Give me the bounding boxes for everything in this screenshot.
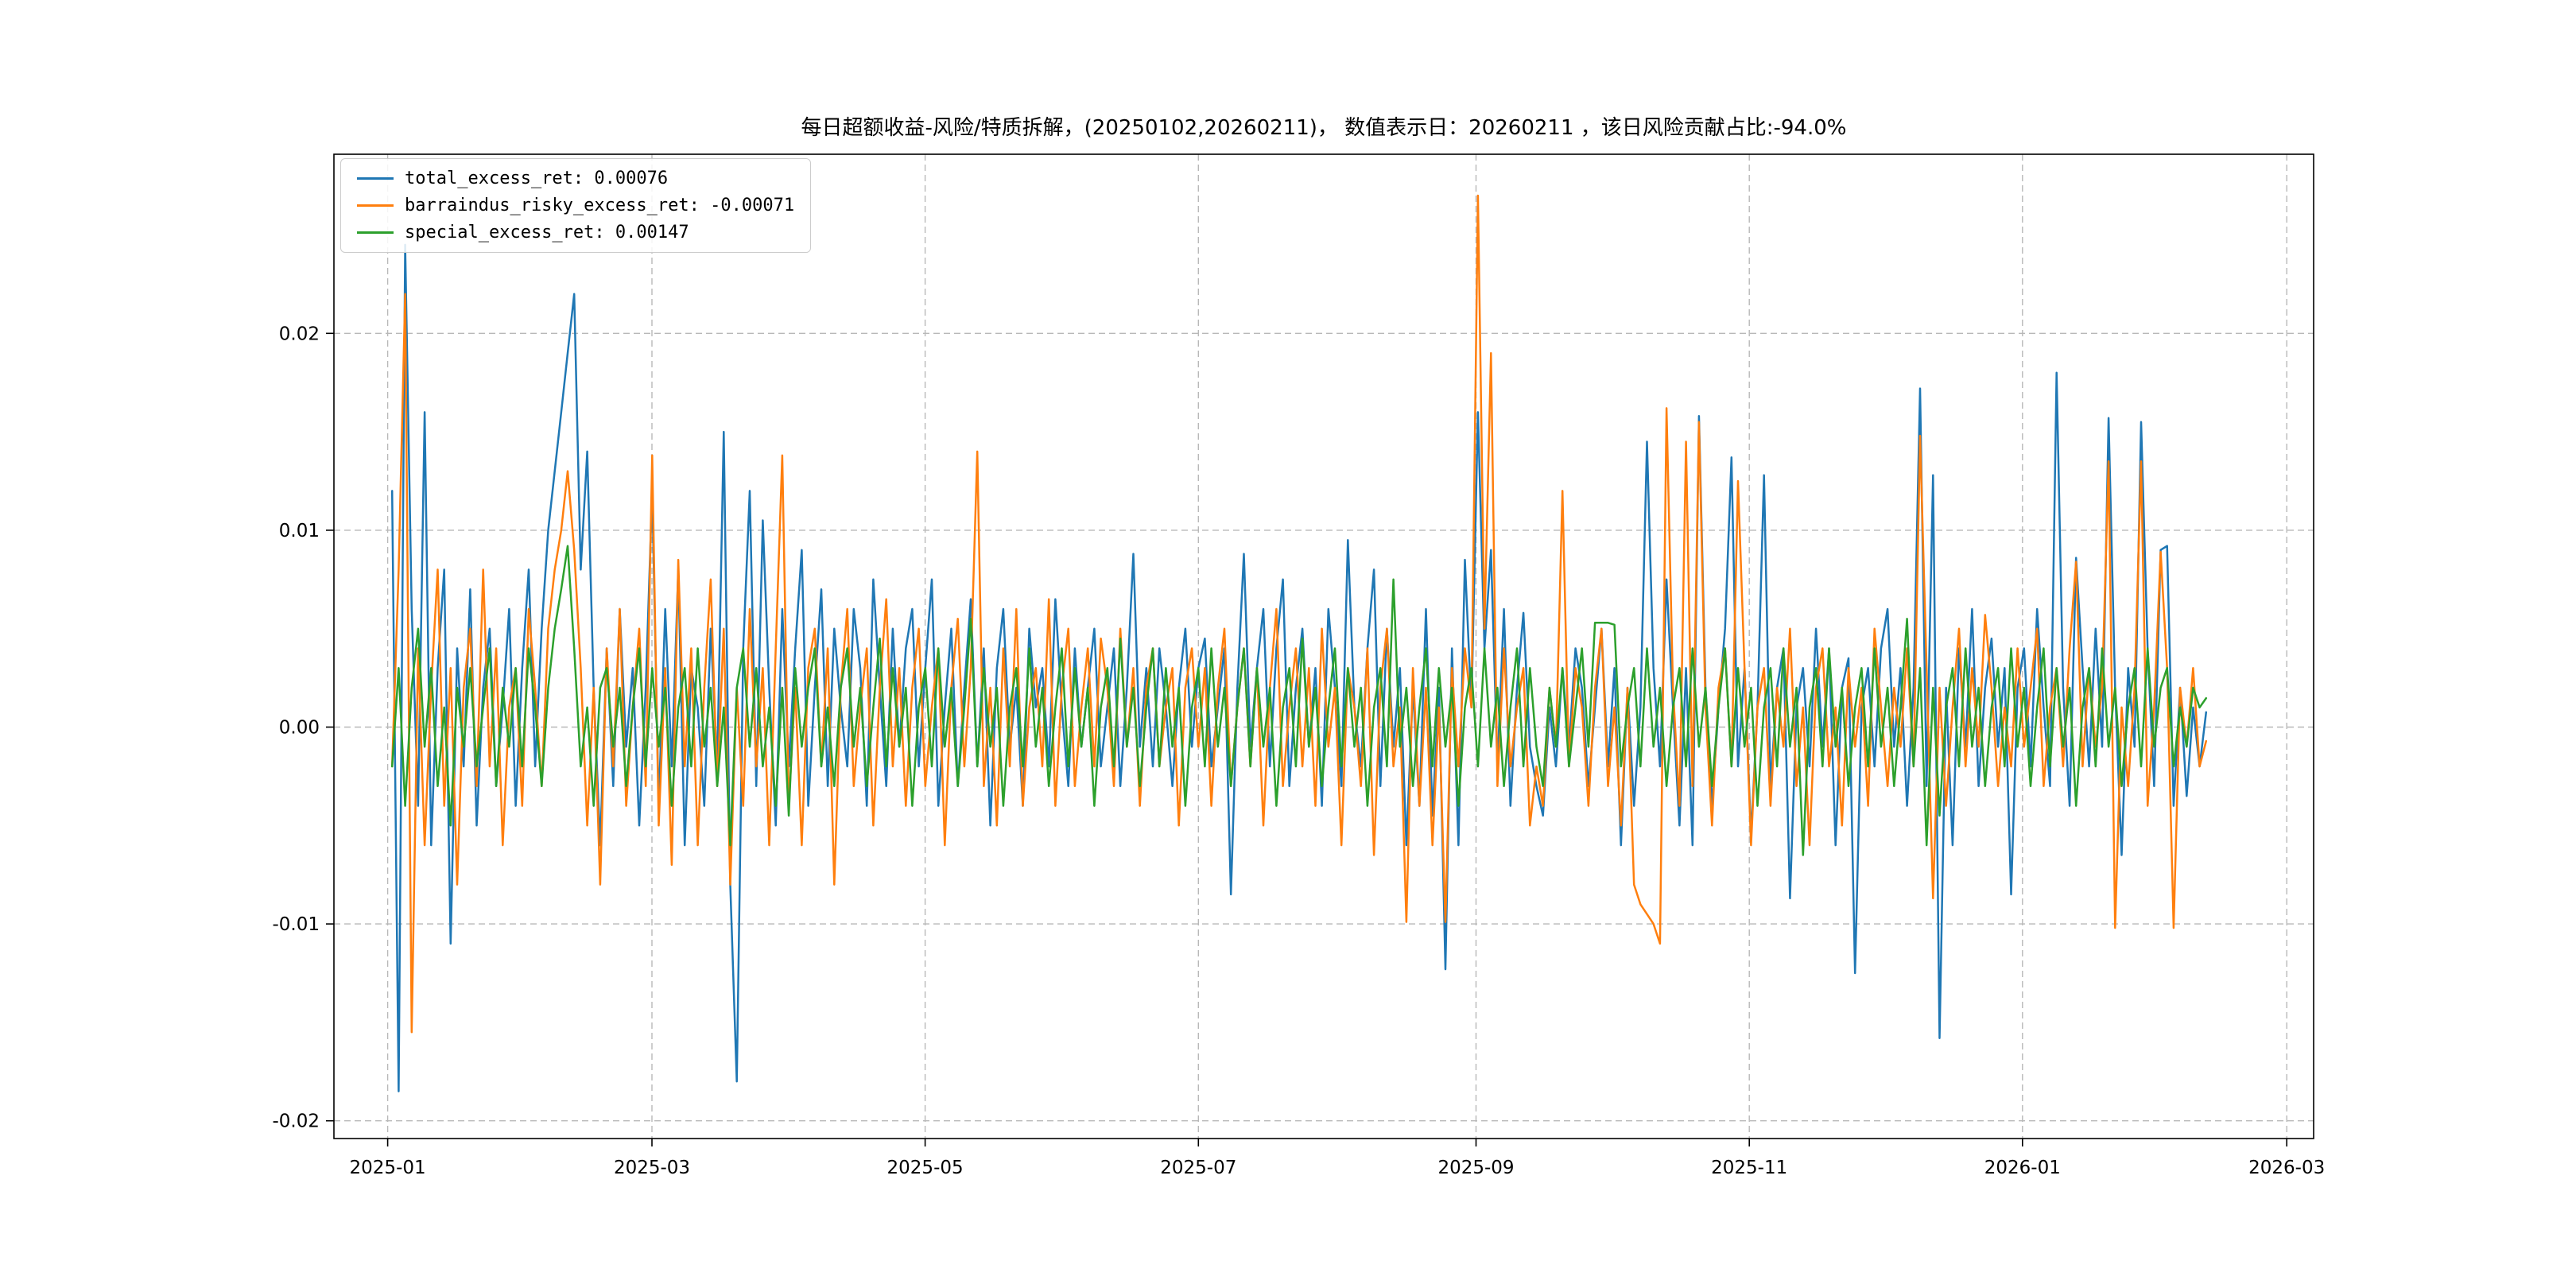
legend-item-special-excess-ret: special_excess_ret: 0.00147 (357, 223, 794, 242)
legend-label-special: special_excess_ret: 0.00147 (405, 223, 689, 242)
y-tick-label: -0.02 (272, 1111, 320, 1132)
legend-item-total-excess-ret: total_excess_ret: 0.00076 (357, 169, 794, 188)
legend-label-total: total_excess_ret: 0.00076 (405, 169, 669, 188)
y-tick-label: 0.01 (279, 521, 320, 541)
x-tick-label: 2025-01 (350, 1158, 426, 1178)
legend-line-swatch-total (357, 177, 394, 180)
legend-item-barraindus-risky-excess-ret: barraindus_risky_excess_ret: -0.00071 (357, 196, 794, 215)
legend-label-barraindus: barraindus_risky_excess_ret: -0.00071 (405, 196, 795, 215)
legend-line-swatch-barraindus (357, 204, 394, 207)
x-tick-label: 2025-11 (1711, 1158, 1787, 1178)
legend: total_excess_ret: 0.00076 barraindus_ris… (340, 158, 812, 253)
chart-title: 每日超额收益-风险/特质拆解，(20250102,20260211)， 数值表示… (801, 116, 1847, 140)
y-tick-label: 0.00 (279, 718, 320, 739)
x-tick-label: 2025-07 (1160, 1158, 1236, 1178)
x-tick-label: 2025-03 (614, 1158, 690, 1178)
x-tick-label: 2026-03 (2248, 1158, 2325, 1178)
series-line-total_excess_ret (390, 243, 2208, 1092)
x-tick-label: 2025-05 (887, 1158, 964, 1178)
axes-border (333, 153, 2314, 1139)
y-tick-label: -0.01 (272, 914, 320, 935)
series-line-special_excess_ret (390, 545, 2208, 856)
y-tick-label: 0.02 (279, 324, 320, 344)
x-tick-label: 2026-01 (1984, 1158, 2061, 1178)
legend-line-swatch-special (357, 231, 394, 234)
x-tick-label: 2025-09 (1437, 1158, 1514, 1178)
